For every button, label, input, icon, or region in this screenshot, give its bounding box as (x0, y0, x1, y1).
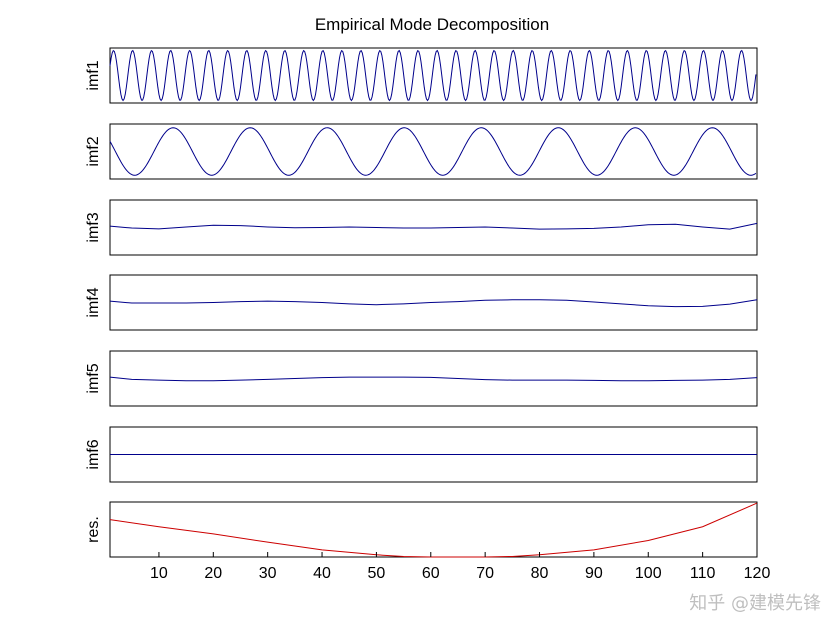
series-line-imf2 (109, 127, 757, 176)
panel-ylabel: imf6 (85, 439, 102, 469)
x-tick-label: 100 (635, 565, 662, 582)
panel-imf4: imf4 (85, 274, 758, 331)
x-tick-label: 10 (150, 565, 168, 582)
panel-ylabel: imf5 (85, 363, 102, 393)
panel-imf3: imf3 (85, 199, 758, 256)
x-tick-label: 120 (744, 565, 771, 582)
panel-imf6: imf6 (85, 426, 758, 483)
panel-imf2: imf2 (85, 123, 758, 180)
panel-ylabel: imf2 (85, 136, 102, 166)
chart-title: Empirical Mode Decomposition (315, 15, 549, 34)
x-tick-label: 40 (313, 565, 331, 582)
panel-ylabel: imf3 (85, 212, 102, 242)
panel-frame (109, 123, 758, 180)
panel-ylabel: res. (85, 516, 102, 543)
panel-ylabel: imf4 (85, 287, 102, 317)
series-line-imf5 (109, 376, 758, 382)
panel-ylabel: imf1 (85, 60, 102, 90)
x-tick-label: 110 (690, 565, 716, 582)
watermark: 知乎 @建模先锋 (689, 593, 821, 614)
x-axis: 10 20 30 40 50 60 70 80 90 100 110 120 (150, 552, 770, 582)
x-tick-label: 30 (259, 565, 277, 582)
series-line-imf3 (109, 222, 758, 230)
x-tick-label: 70 (476, 565, 494, 582)
series-line-imf4 (109, 299, 758, 308)
x-tick-label: 50 (368, 565, 386, 582)
panel-frame (109, 350, 758, 407)
x-tick-label: 20 (204, 565, 222, 582)
panel-frame (109, 501, 758, 558)
panel-res: res. (85, 501, 758, 558)
panel-imf5: imf5 (85, 350, 758, 407)
panel-imf1: imf1 (85, 47, 758, 104)
series-line-imf1 (109, 49, 757, 102)
x-tick-label: 90 (585, 565, 603, 582)
panels: imf1 imf2 imf3 imf4 imf5 imf6 res. (85, 47, 758, 558)
x-tick-label: 80 (531, 565, 549, 582)
x-tick-label: 60 (422, 565, 440, 582)
panel-frame (109, 47, 758, 104)
series-line-res (109, 502, 758, 558)
